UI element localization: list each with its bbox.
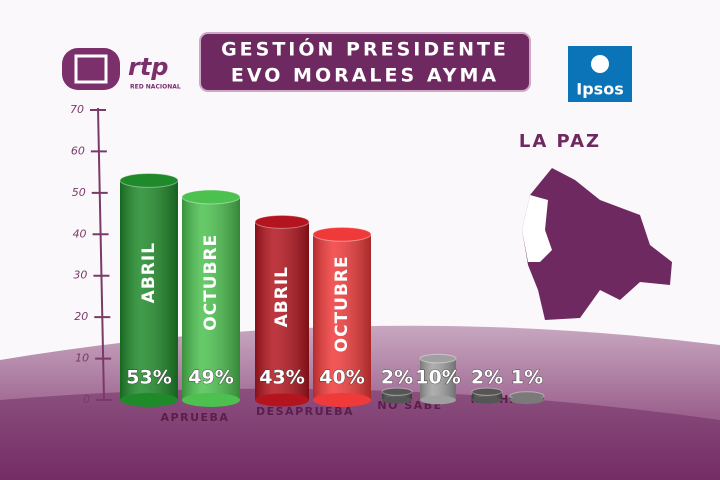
value-label: 49%: [188, 367, 233, 389]
value-label: 43%: [259, 367, 304, 389]
bar-base: [120, 393, 178, 407]
y-tick-label: 20: [74, 310, 88, 323]
value-label: 2%: [471, 367, 503, 389]
channel-subtitle: RED NACIONAL: [130, 84, 181, 91]
bar-shine: [182, 197, 240, 400]
chart-title: EVO MORALES AYMA: [231, 65, 499, 87]
pollster-logo: Ipsos: [568, 46, 632, 102]
chart-title: GESTIÓN PRESIDENTE: [221, 37, 509, 61]
floor-band: [0, 388, 720, 480]
bar-shine: [313, 234, 371, 400]
bar-base: [382, 396, 412, 404]
bar-group: ABRIL: [254, 214, 310, 407]
channel-logo: rtp RED NACIONAL: [62, 48, 181, 91]
x-tick-label: APRUEBA: [161, 411, 230, 424]
bar-shine: [382, 391, 412, 400]
y-axis: [97, 107, 105, 401]
bar-top: [119, 172, 179, 188]
y-tick-label: 10: [75, 352, 89, 365]
bar-group: OCTUBRE: [181, 189, 241, 407]
series-label: ABRIL: [272, 266, 292, 327]
series-label: OCTUBRE: [201, 234, 221, 331]
region-label: LA PAZ: [519, 131, 601, 152]
title-box: [199, 32, 531, 92]
bar-top: [471, 387, 503, 396]
channel-name: rtp: [128, 53, 169, 81]
y-tick-label: 0: [83, 393, 90, 406]
bar-shine: [420, 358, 456, 400]
bar-shine: [472, 391, 502, 400]
y-tick-label: 50: [72, 186, 86, 199]
series-label: OCTUBRE: [332, 255, 352, 352]
x-tick-label: DESAPRUEBA: [256, 405, 354, 418]
y-tick-label: 70: [70, 103, 84, 116]
bar-base: [182, 393, 240, 407]
bar-shine: [255, 221, 309, 400]
bar-group: [471, 387, 503, 404]
series-label: ABRIL: [139, 242, 159, 303]
bar-top: [381, 387, 413, 396]
bar-base: [510, 395, 544, 405]
y-tick-label: 60: [71, 144, 85, 157]
bar-group: [419, 353, 457, 405]
value-label: 10%: [415, 367, 460, 389]
y-tick-label: 30: [73, 269, 87, 282]
value-label: 53%: [126, 367, 171, 389]
map-region: [522, 195, 552, 262]
y-tick-label: 40: [73, 227, 87, 240]
bar-group: [381, 387, 413, 404]
bar-top: [419, 353, 457, 364]
value-label: 1%: [511, 367, 543, 389]
bar-group: [509, 391, 545, 405]
bar-top: [312, 226, 372, 242]
bar-base: [420, 395, 456, 405]
map: [522, 168, 672, 320]
bar-base: [255, 393, 309, 407]
pollster-name: Ipsos: [576, 80, 623, 99]
value-label: 40%: [319, 367, 364, 389]
value-label: 2%: [381, 367, 413, 389]
bar-base: [313, 393, 371, 407]
bar-group: OCTUBRE: [312, 226, 372, 407]
bar-shine: [120, 180, 178, 400]
bar-top: [181, 189, 241, 205]
bar-top: [254, 214, 310, 229]
bar-group: ABRIL: [119, 172, 179, 407]
bar-base: [472, 396, 502, 404]
